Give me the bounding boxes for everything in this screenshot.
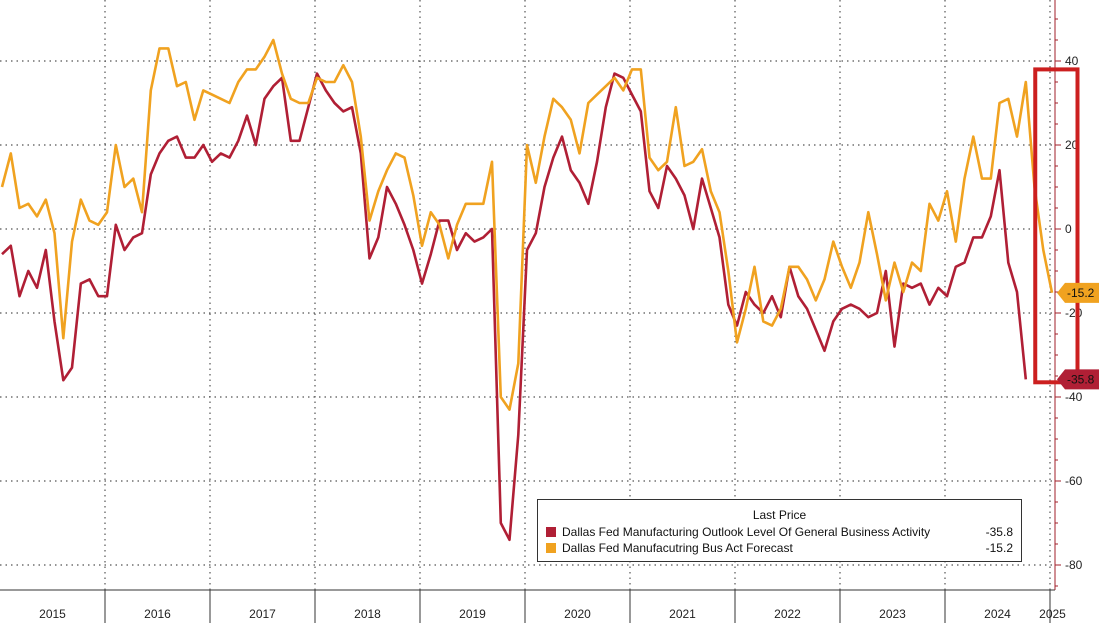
y-tick-label: 40 (1065, 54, 1079, 68)
y-tick-label: 20 (1065, 138, 1079, 152)
legend-value-business-activity: -35.8 (985, 525, 1013, 539)
highlight-box (1033, 67, 1080, 385)
x-tick-label: 2021 (669, 607, 696, 621)
series-lines (0, 38, 1054, 542)
last-value-tags: -15.2 -35.8 (1057, 282, 1099, 390)
last-value-tag-label: -15.2 (1067, 286, 1095, 300)
y-tick-label: -80 (1065, 558, 1083, 572)
x-tick-label: 2018 (354, 607, 381, 621)
x-tick-label: 2015 (39, 607, 66, 621)
legend-value-forecast: -15.2 (985, 541, 1013, 555)
x-tick-label: 2022 (774, 607, 801, 621)
legend: Last Price Dallas Fed Manufacturing Outl… (537, 499, 1022, 562)
last-value-tag-bg (1057, 282, 1099, 303)
series-line-forecast (0, 38, 1054, 411)
x-tick-label: 2023 (879, 607, 906, 621)
y-tick-label: -60 (1065, 474, 1083, 488)
last-value-tag-bg (1057, 369, 1099, 390)
legend-row-forecast: Dallas Fed Manufacutring Bus Act Forecas… (538, 540, 1021, 556)
x-axis: 2015 2016 2017 2018 2019 2020 2021 2022 2023 2024… (0, 589, 1066, 623)
series-line-business-activity (1, 72, 1028, 542)
last-value-tag: -35.8 (1057, 369, 1099, 390)
y-tick-label: -20 (1065, 306, 1083, 320)
legend-swatch-forecast (546, 543, 556, 553)
x-tick-label: 2016 (144, 607, 171, 621)
last-value-tag-label: -35.8 (1067, 372, 1095, 386)
x-tick-label: 2019 (459, 607, 486, 621)
x-tick-label: 2017 (249, 607, 276, 621)
y-tick-label: -40 (1065, 390, 1083, 404)
legend-swatch-business-activity (546, 527, 556, 537)
legend-label-forecast: Dallas Fed Manufacutring Bus Act Forecas… (562, 541, 793, 555)
x-tick-label: 2025 (1039, 607, 1066, 621)
legend-label-business-activity: Dallas Fed Manufacturing Outlook Level O… (562, 525, 931, 539)
legend-title: Last Price (752, 508, 807, 522)
x-tick-label: 2020 (564, 607, 591, 621)
legend-row-business-activity: Dallas Fed Manufacturing Outlook Level O… (538, 524, 1021, 540)
y-tick-label: 0 (1065, 222, 1072, 236)
x-tick-label: 2024 (984, 607, 1011, 621)
last-value-tag: -15.2 (1057, 282, 1099, 303)
